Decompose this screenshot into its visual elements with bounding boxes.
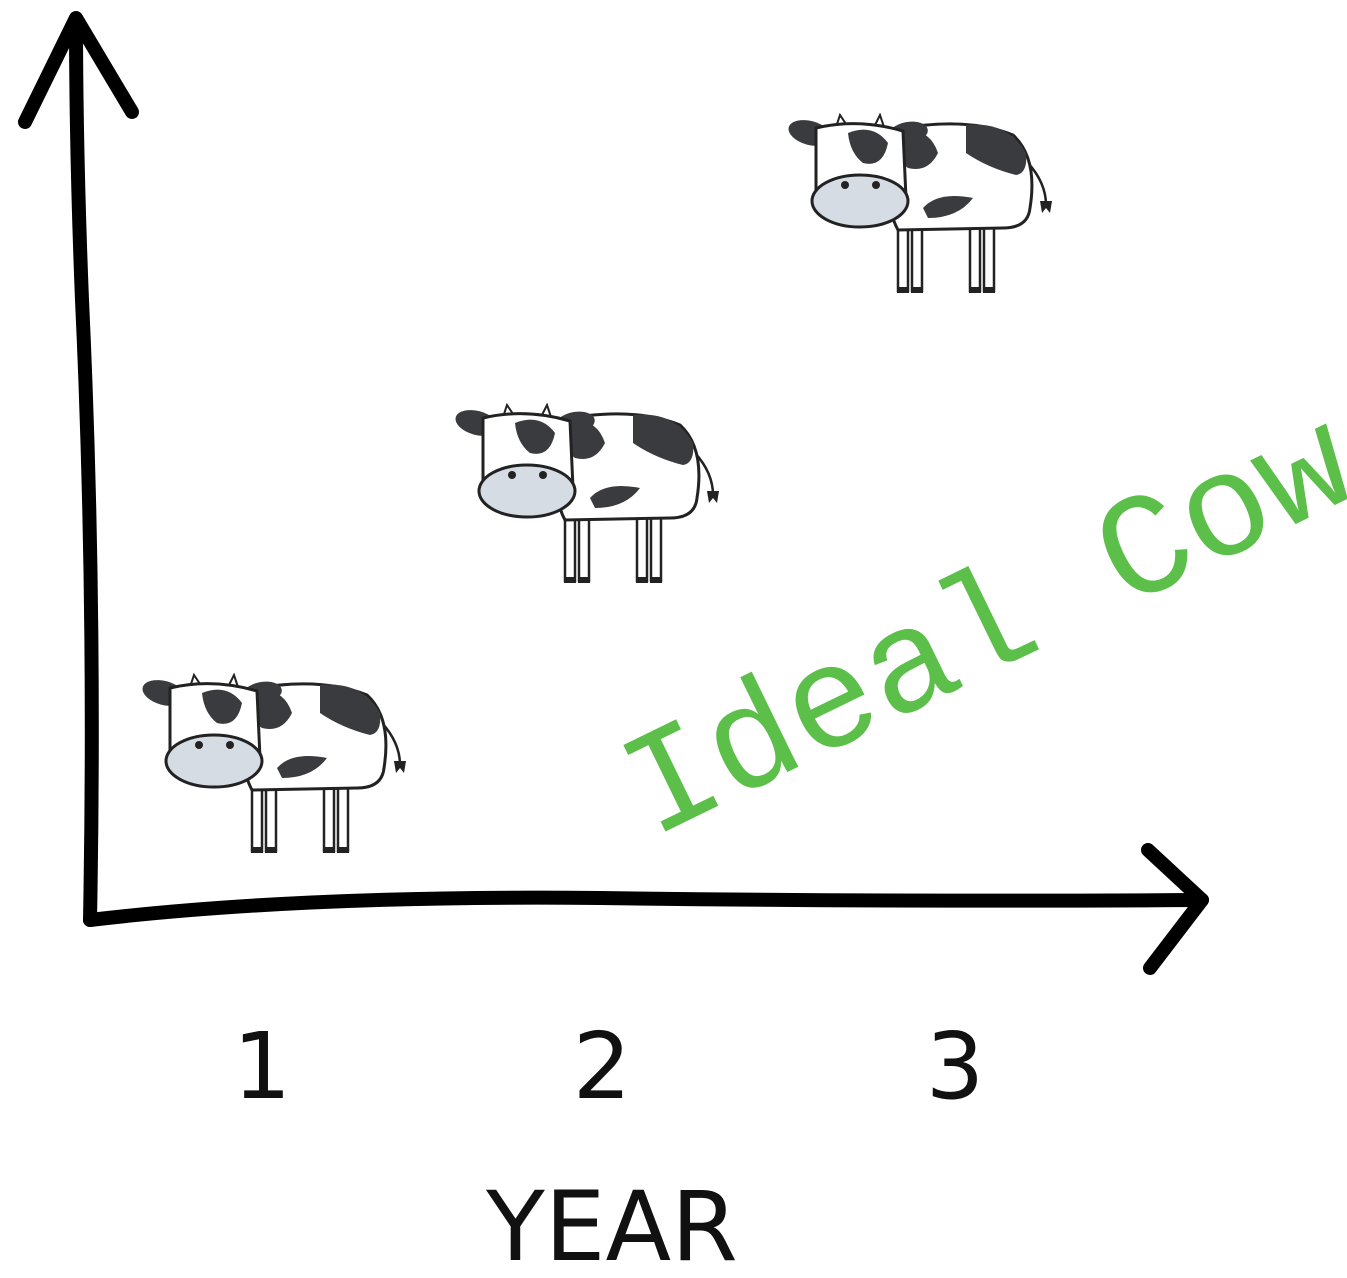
x-tick-label: 3 bbox=[926, 1013, 985, 1120]
x-axis bbox=[90, 898, 1202, 920]
cow bbox=[786, 115, 1052, 293]
cow bbox=[453, 405, 719, 583]
illustration: 1 2 3 YEAR Ideal Cow bbox=[0, 0, 1347, 1278]
x-tick-label: 1 bbox=[233, 1013, 292, 1120]
x-arrow bbox=[1148, 850, 1202, 968]
x-tick-label: 2 bbox=[573, 1013, 632, 1120]
x-axis-title: YEAR bbox=[485, 1171, 738, 1278]
cow bbox=[140, 675, 406, 853]
y-axis bbox=[76, 20, 92, 920]
page: {"x_axis": {"ticks": [1, 2, 3], "title":… bbox=[0, 0, 1347, 1278]
annotation: Ideal Cow bbox=[599, 382, 1347, 877]
